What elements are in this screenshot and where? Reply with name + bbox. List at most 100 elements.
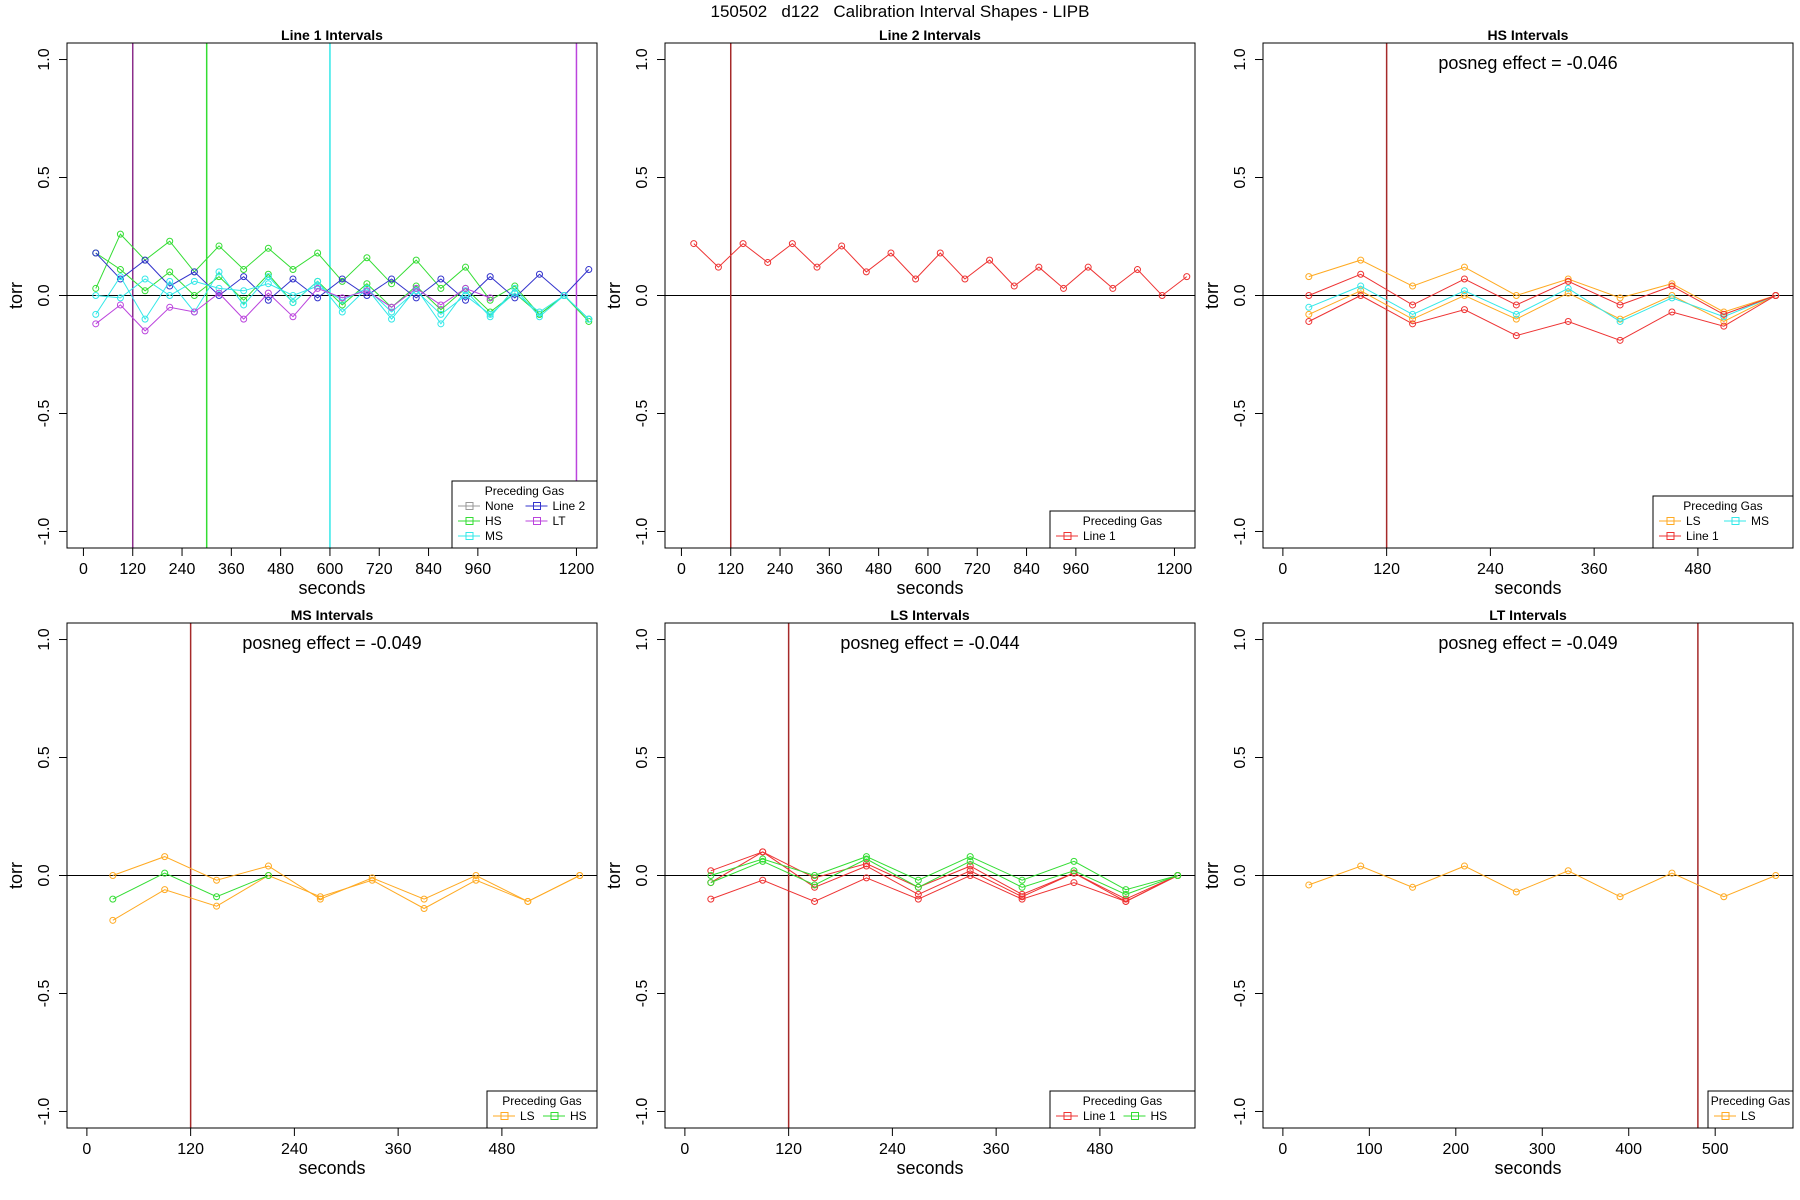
data-point xyxy=(914,876,922,884)
data-point xyxy=(388,308,396,316)
y-tick-label: -0.5 xyxy=(36,980,53,1008)
data-point xyxy=(141,287,149,295)
data-point xyxy=(141,256,149,264)
y-axis-label: torr xyxy=(1202,282,1222,309)
x-tick-label: 600 xyxy=(915,561,942,578)
y-tick-label: 1.0 xyxy=(36,628,53,650)
y-tick-label: 0.0 xyxy=(36,864,53,886)
data-point xyxy=(116,273,124,281)
data-point xyxy=(314,284,322,292)
data-point xyxy=(338,294,346,302)
y-tick-label: 1.0 xyxy=(1232,628,1249,650)
x-tick-label: 120 xyxy=(775,1141,802,1158)
data-point xyxy=(560,292,568,299)
x-tick-label: 600 xyxy=(317,561,344,578)
data-point xyxy=(215,289,223,297)
panel-title: LT Intervals xyxy=(1489,607,1567,623)
data-point xyxy=(1158,292,1166,299)
legend-swatch-marker xyxy=(500,1112,509,1120)
data-point xyxy=(1305,881,1313,889)
legend-box xyxy=(1049,510,1196,549)
data-point xyxy=(215,284,223,292)
legend-entry-label: LT xyxy=(553,514,567,528)
x-tick-label: 240 xyxy=(879,1141,906,1158)
data-point xyxy=(190,268,198,276)
x-tick-label: 480 xyxy=(1685,561,1712,578)
x-tick-label: 360 xyxy=(385,1141,412,1158)
data-point xyxy=(368,876,376,884)
y-tick-label: -1.0 xyxy=(1232,518,1249,546)
data-point xyxy=(707,872,715,879)
series-line xyxy=(95,233,590,320)
y-tick-label: 0.0 xyxy=(1232,864,1249,886)
panel-title: Line 2 Intervals xyxy=(879,27,981,43)
data-point xyxy=(388,315,396,323)
series-line xyxy=(1308,290,1776,323)
data-point xyxy=(862,855,870,863)
data-point xyxy=(314,277,322,285)
series-line xyxy=(1308,273,1776,315)
data-point xyxy=(1616,294,1624,302)
data-point xyxy=(535,313,543,321)
data-point xyxy=(961,275,969,283)
data-point xyxy=(1122,897,1130,905)
data-point xyxy=(363,254,371,262)
data-point xyxy=(1409,301,1417,309)
data-point xyxy=(289,299,297,307)
legend-swatch-marker xyxy=(1063,532,1072,540)
series-line xyxy=(95,278,590,320)
data-point xyxy=(1018,895,1026,903)
x-tick-label: 400 xyxy=(1615,1141,1642,1158)
legend-box xyxy=(1652,495,1794,549)
x-axis-label: seconds xyxy=(298,578,365,598)
data-point xyxy=(1010,282,1018,290)
data-point xyxy=(862,874,870,882)
data-point xyxy=(161,853,169,861)
data-point xyxy=(161,886,169,894)
data-point xyxy=(1305,303,1313,311)
data-point xyxy=(576,872,584,879)
series-line xyxy=(1308,259,1776,313)
series-line xyxy=(710,874,1178,903)
data-point xyxy=(1512,315,1520,323)
y-tick-label: 0.5 xyxy=(1232,746,1249,768)
x-tick-label: 1200 xyxy=(559,561,595,578)
legend-entry-label: MS xyxy=(485,529,503,543)
x-tick-label: 300 xyxy=(1529,1141,1556,1158)
data-point xyxy=(109,916,117,924)
data-point xyxy=(316,893,324,901)
data-point xyxy=(1084,263,1092,271)
data-point xyxy=(511,294,519,302)
data-point xyxy=(338,275,346,283)
data-point xyxy=(1668,292,1676,299)
legend-entry-label: Line 1 xyxy=(1686,529,1719,543)
data-point xyxy=(759,857,767,865)
y-axis-label: torr xyxy=(604,862,624,889)
series-line xyxy=(710,856,1178,891)
series-line xyxy=(693,242,1188,297)
series-line xyxy=(710,858,1178,895)
y-tick-label: 0.0 xyxy=(36,284,53,306)
x-axis-label: seconds xyxy=(1494,1158,1561,1178)
legend-title: Preceding Gas xyxy=(485,484,564,498)
plot-area xyxy=(665,43,1195,548)
data-point xyxy=(966,853,974,861)
data-point xyxy=(759,848,767,856)
y-tick-label: 1.0 xyxy=(1232,48,1249,70)
data-point xyxy=(264,296,272,304)
legend-swatch-marker xyxy=(465,517,474,525)
y-tick-label: 0.0 xyxy=(1232,284,1249,306)
series-line xyxy=(95,271,590,325)
data-point xyxy=(240,315,248,323)
x-axis-label: seconds xyxy=(298,1158,365,1178)
plot-area xyxy=(67,43,597,548)
plot-area xyxy=(67,623,597,1128)
y-tick-label: -0.5 xyxy=(634,980,651,1008)
data-point xyxy=(1668,280,1676,288)
series-line xyxy=(1308,865,1776,898)
data-point xyxy=(1460,275,1468,283)
legend-swatch-marker xyxy=(465,502,474,510)
x-tick-label: 200 xyxy=(1442,1141,1469,1158)
data-point xyxy=(1460,292,1468,299)
